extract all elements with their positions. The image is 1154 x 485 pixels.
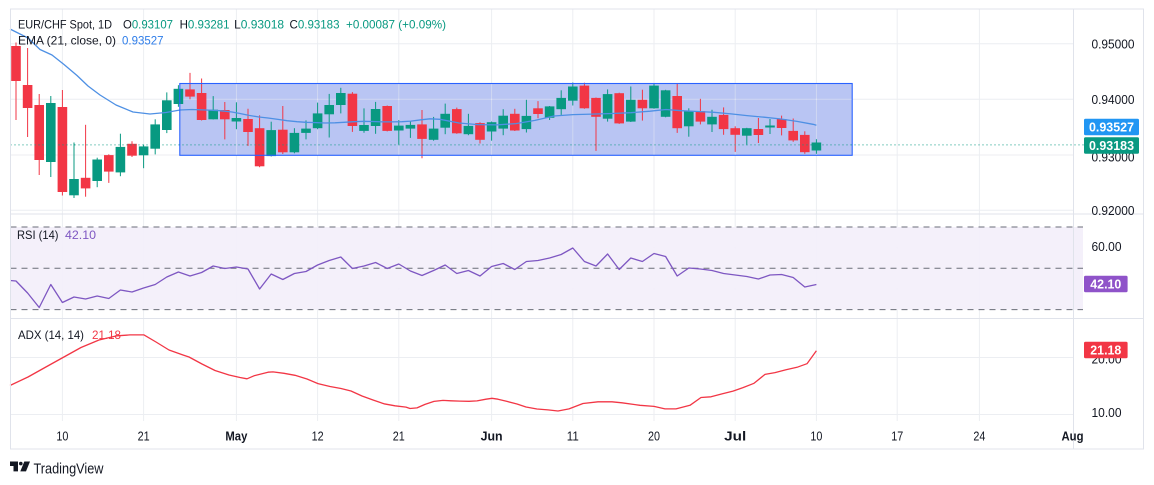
- svg-text:21.18: 21.18: [1090, 344, 1121, 358]
- svg-text:L0.93018: L0.93018: [234, 18, 284, 32]
- svg-text:+0.00087 (+0.09%): +0.00087 (+0.09%): [346, 18, 446, 32]
- svg-text:Aug: Aug: [1062, 430, 1084, 444]
- svg-text:10.00: 10.00: [1092, 405, 1122, 420]
- svg-text:TradingView: TradingView: [34, 460, 104, 477]
- svg-text:RSI (14): RSI (14): [17, 228, 59, 242]
- svg-text:21: 21: [138, 430, 150, 444]
- svg-text:0.93527: 0.93527: [1089, 120, 1134, 134]
- svg-text:Jul: Jul: [724, 430, 746, 444]
- svg-text:EMA (21, close, 0): EMA (21, close, 0): [18, 34, 116, 48]
- svg-text:ADX (14, 14): ADX (14, 14): [18, 328, 84, 342]
- svg-text:0.92000: 0.92000: [1092, 203, 1135, 218]
- svg-text:12: 12: [312, 430, 324, 444]
- svg-text:H0.93281: H0.93281: [180, 18, 230, 32]
- svg-text:21.18: 21.18: [92, 328, 121, 342]
- svg-text:0.93527: 0.93527: [122, 34, 164, 48]
- svg-text:42.10: 42.10: [65, 228, 96, 242]
- svg-text:17: 17: [891, 430, 903, 444]
- svg-text:C0.93183: C0.93183: [290, 18, 340, 32]
- svg-text:20: 20: [648, 430, 660, 444]
- svg-text:60.00: 60.00: [1092, 239, 1122, 254]
- svg-text:May: May: [225, 430, 247, 444]
- svg-text:10: 10: [810, 430, 822, 444]
- svg-text:0.94000: 0.94000: [1092, 92, 1135, 107]
- svg-text:Jun: Jun: [481, 430, 503, 444]
- svg-text:42.10: 42.10: [1090, 278, 1121, 292]
- svg-text:O0.93107: O0.93107: [123, 18, 173, 32]
- svg-text:0.95000: 0.95000: [1092, 37, 1135, 52]
- svg-text:10: 10: [56, 430, 68, 444]
- svg-text:21: 21: [393, 430, 405, 444]
- svg-text:EUR/CHF Spot, 1D: EUR/CHF Spot, 1D: [18, 18, 112, 32]
- svg-text:11: 11: [567, 430, 579, 444]
- svg-text:24: 24: [973, 430, 985, 444]
- svg-text:0.93183: 0.93183: [1089, 139, 1134, 153]
